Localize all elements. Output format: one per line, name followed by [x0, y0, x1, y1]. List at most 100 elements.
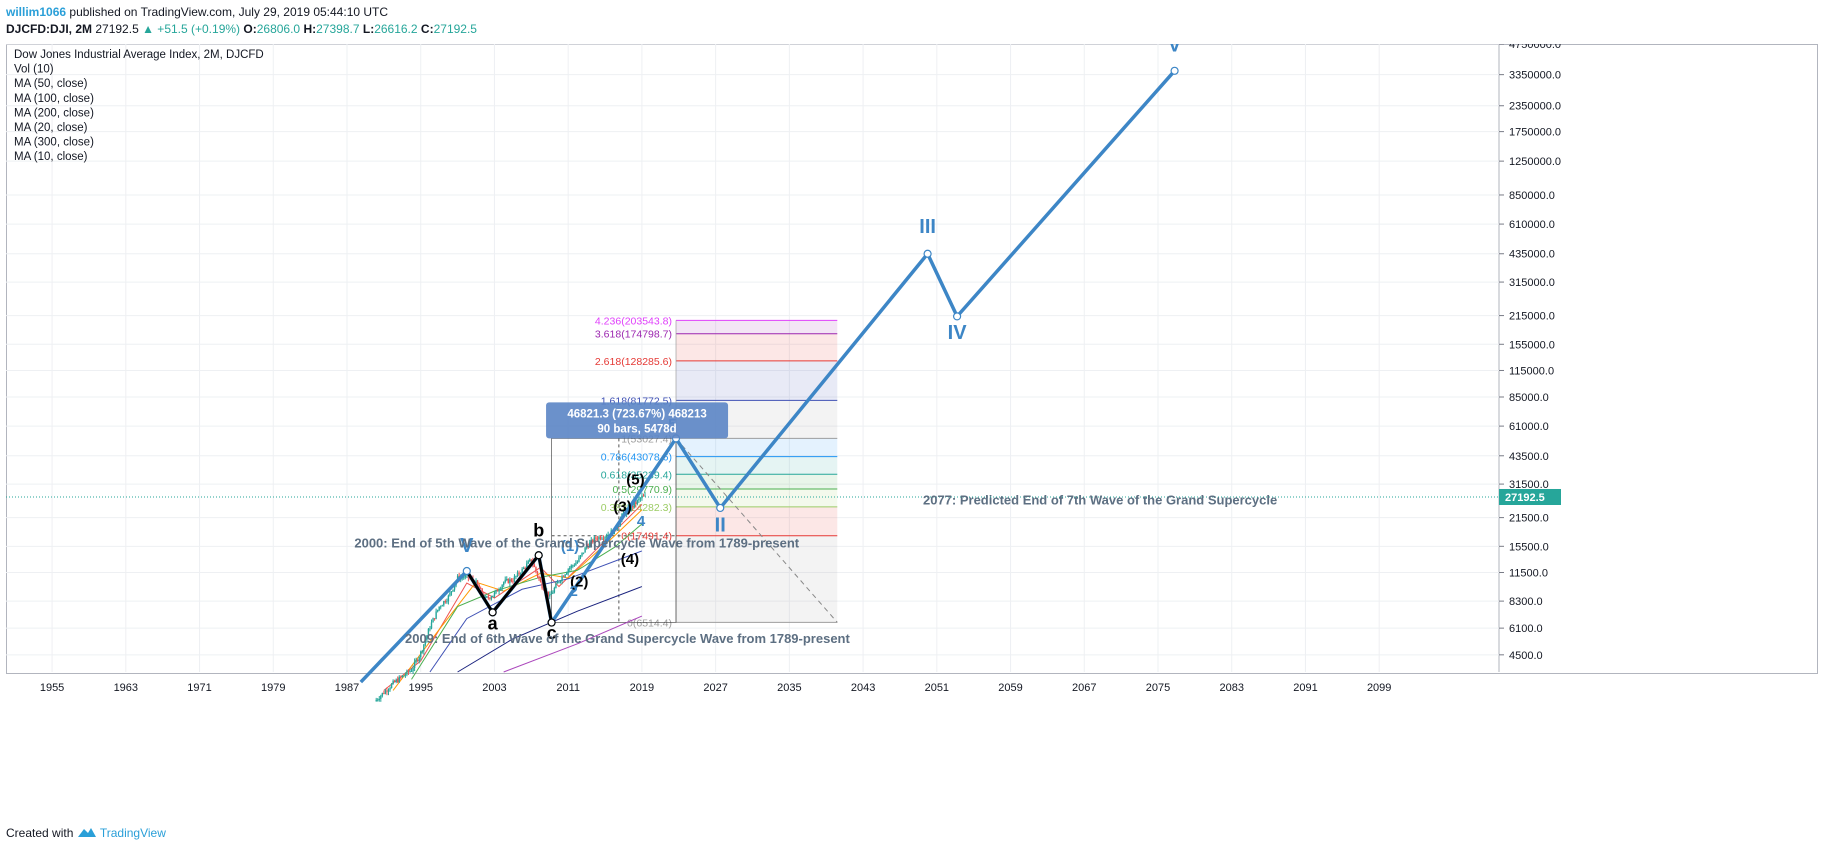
legend-title: Dow Jones Industrial Average Index, 2M, … — [14, 49, 264, 61]
current-price-tag — [1499, 488, 1561, 505]
candle-body — [575, 563, 577, 566]
wave-label: b — [533, 521, 544, 541]
moving-average-line — [457, 586, 643, 673]
candle-body — [592, 539, 594, 543]
tradingview-logo-icon[interactable] — [77, 826, 100, 840]
x-tick-label: 2011 — [556, 682, 580, 694]
candle-body — [635, 502, 637, 505]
candle-body — [490, 596, 493, 599]
price-chart[interactable]: 4750000.0 3350000.0 2350000.0 1750000.0 1250… — [6, 35, 1818, 818]
wave-pivot — [952, 312, 962, 321]
candle-body — [489, 597, 491, 599]
candle-body — [516, 572, 519, 577]
measure-tooltip-line2: 90 bars, 5478d — [597, 423, 676, 435]
x-tick-label: 1963 — [114, 682, 138, 694]
candle-body — [607, 534, 609, 537]
y-tick-label: 155000.0 — [1509, 339, 1555, 351]
candle-body — [522, 567, 525, 569]
wave-label: (1) — [561, 538, 579, 555]
candle-body — [569, 567, 571, 570]
legend-item: MA (200, close) — [14, 107, 94, 119]
wave-label: 4 — [637, 513, 646, 530]
y-tick-label: 315000.0 — [1509, 277, 1555, 289]
tradingview-brand[interactable]: TradingView — [99, 826, 166, 840]
candle-body — [378, 699, 380, 701]
candle-body — [593, 537, 596, 543]
candle-body — [539, 578, 542, 583]
candle-body — [506, 579, 508, 581]
candle-body — [605, 536, 608, 538]
candle-body — [412, 668, 414, 672]
candle-body — [495, 589, 497, 593]
candle-body — [582, 552, 585, 554]
price-change: ▲ +51.5 (+0.19%) — [142, 22, 241, 36]
wave-label: (2) — [570, 574, 588, 591]
wave-label: III — [919, 216, 936, 238]
candle-body — [450, 591, 453, 593]
candle-body — [447, 595, 450, 602]
candle-body — [409, 671, 411, 673]
chart-annotation: 2077: Predicted End of 7th Wave of the G… — [923, 492, 1277, 507]
abc-pivot — [488, 608, 497, 617]
y-tick-label: 1250000.0 — [1509, 156, 1561, 168]
current-price-label: 27192.5 — [1505, 492, 1545, 504]
high-label: H: — [303, 22, 317, 36]
wave-pivot — [1170, 66, 1179, 75]
x-tick-label: 2075 — [1146, 682, 1170, 694]
candle-body — [435, 611, 437, 619]
legend-item: MA (50, close) — [14, 78, 88, 90]
candle-body — [553, 587, 556, 593]
candle-body — [630, 505, 632, 511]
candle-body — [441, 605, 443, 607]
candle-body — [410, 671, 413, 673]
candle-body — [509, 579, 511, 584]
candle-body — [426, 635, 428, 640]
candle-body — [529, 559, 531, 562]
legend-item: MA (100, close) — [14, 93, 94, 105]
wave-pivot — [716, 503, 725, 513]
candle-body — [515, 576, 517, 578]
fib-zone — [676, 474, 838, 490]
fib-zone — [676, 333, 838, 361]
created-with-label: Created with — [6, 826, 74, 840]
candle-body — [590, 539, 592, 543]
wave-label: (3) — [613, 499, 631, 516]
candle-body — [384, 690, 387, 694]
candle-body — [499, 588, 502, 591]
candle-body — [387, 689, 390, 692]
close-value: 27192.5 — [433, 22, 477, 36]
candle-body — [632, 505, 634, 508]
fib-zone — [676, 489, 838, 507]
candle-body — [464, 575, 466, 578]
fib-level-label: 0(6514.4) — [627, 617, 672, 629]
chart-area[interactable]: 4750000.0 3350000.0 2350000.0 1750000.0 1250… — [6, 35, 1818, 818]
candle-body — [602, 538, 605, 540]
candle-body — [564, 574, 566, 577]
abc-pivot — [547, 618, 556, 627]
low-value: 26616.2 — [374, 22, 418, 36]
candle-body — [536, 571, 539, 577]
candle-body — [533, 564, 536, 567]
candle-body — [487, 596, 490, 598]
y-tick-label: 3350000.0 — [1509, 70, 1561, 82]
publisher-name[interactable]: willim1066 — [6, 5, 67, 19]
wave-label: 2 — [570, 583, 578, 600]
candle-body — [438, 606, 440, 610]
candle-body — [424, 639, 427, 645]
chart-annotation: 2000: End of 5th Wave of the Grand Super… — [354, 535, 799, 550]
candle-body — [403, 675, 405, 677]
symbol-label: DJCFD:DJI, 2M — [6, 22, 93, 36]
candle-body — [521, 568, 523, 574]
fib-level-label: 4.236(203543.8) — [595, 315, 672, 327]
candle-body — [406, 670, 408, 675]
measure-tooltip-box — [546, 402, 729, 439]
candle-body — [587, 546, 589, 548]
fib-zone — [676, 360, 838, 401]
candle-body — [397, 679, 399, 683]
candle-body — [518, 572, 520, 575]
candle-body — [581, 552, 583, 556]
x-tick-label: 2059 — [998, 682, 1022, 694]
x-tick-label: 2003 — [482, 682, 506, 694]
wave-pivot — [923, 249, 932, 258]
candle-body — [513, 576, 516, 582]
